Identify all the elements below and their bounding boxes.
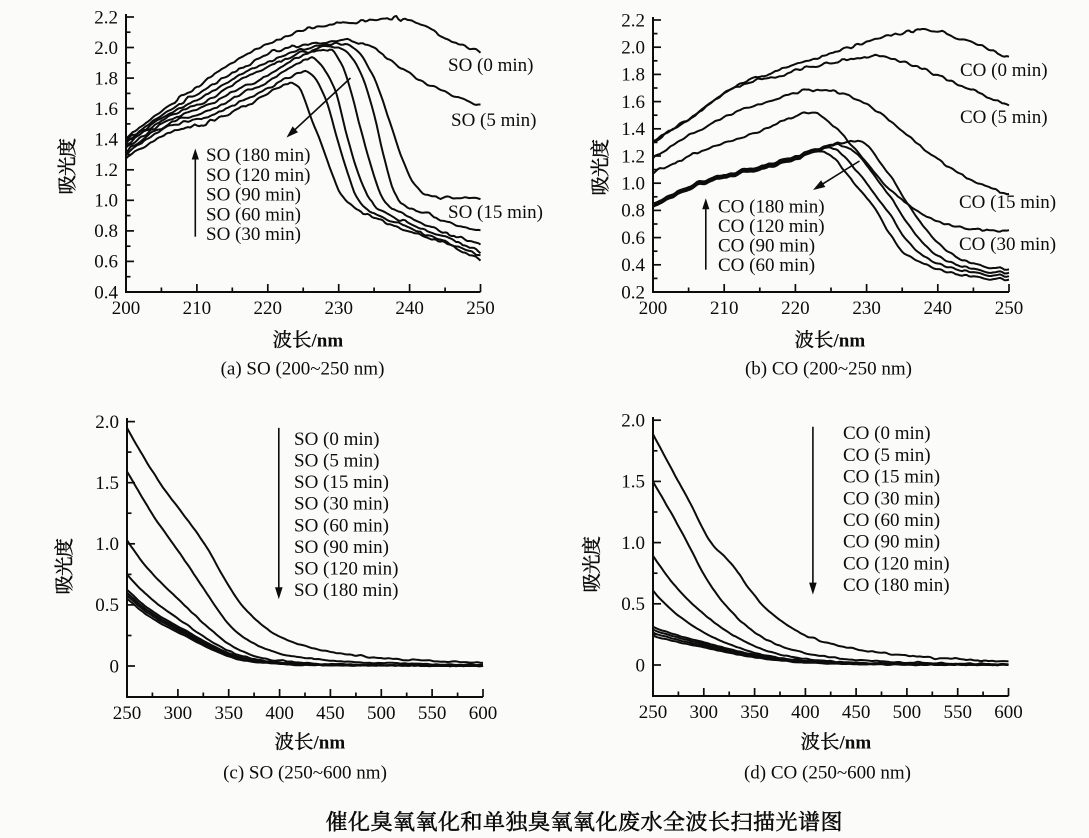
svg-text:1.6: 1.6 bbox=[94, 99, 118, 120]
svg-text:1.4: 1.4 bbox=[94, 130, 118, 151]
svg-text:2.0: 2.0 bbox=[621, 38, 645, 59]
svg-text:SO (90 min): SO (90 min) bbox=[294, 537, 389, 558]
svg-text:(d) CO (250~600 nm): (d) CO (250~600 nm) bbox=[744, 763, 911, 784]
svg-text:CO (120 min): CO (120 min) bbox=[718, 216, 825, 237]
svg-text:SO (30 min): SO (30 min) bbox=[294, 494, 389, 515]
svg-text:200: 200 bbox=[639, 298, 668, 319]
svg-text:210: 210 bbox=[710, 298, 739, 319]
svg-text:550: 550 bbox=[418, 703, 447, 724]
svg-text:/nm: /nm bbox=[833, 331, 866, 352]
svg-text:SO (0 min): SO (0 min) bbox=[294, 429, 380, 450]
svg-text:2.2: 2.2 bbox=[94, 7, 118, 28]
svg-text:2.2: 2.2 bbox=[621, 10, 645, 31]
svg-text:CO (120 min): CO (120 min) bbox=[843, 553, 950, 574]
svg-text:0.8: 0.8 bbox=[621, 201, 645, 222]
svg-text:300: 300 bbox=[690, 702, 719, 723]
svg-text:SO (15 min): SO (15 min) bbox=[448, 202, 543, 223]
svg-text:230: 230 bbox=[852, 298, 881, 319]
svg-text:SO (5 min): SO (5 min) bbox=[294, 451, 380, 472]
svg-text:1.4: 1.4 bbox=[621, 119, 645, 140]
svg-text:200: 200 bbox=[112, 298, 141, 319]
svg-text:1.2: 1.2 bbox=[94, 160, 118, 181]
svg-text:0.2: 0.2 bbox=[621, 282, 645, 303]
svg-text:2.0: 2.0 bbox=[621, 411, 645, 432]
svg-text:(a) SO (200~250 nm): (a) SO (200~250 nm) bbox=[221, 359, 385, 380]
svg-text:500: 500 bbox=[893, 702, 922, 723]
svg-text:1.0: 1.0 bbox=[94, 191, 118, 212]
svg-text:250: 250 bbox=[113, 703, 142, 724]
svg-text:550: 550 bbox=[943, 702, 972, 723]
svg-text:CO (5 min): CO (5 min) bbox=[960, 107, 1048, 128]
svg-text:SO (60 min): SO (60 min) bbox=[206, 204, 301, 225]
svg-text:2.0: 2.0 bbox=[94, 38, 118, 59]
svg-text:CO (180 min): CO (180 min) bbox=[843, 575, 950, 596]
svg-text:250: 250 bbox=[639, 702, 668, 723]
svg-text:CO (15 min): CO (15 min) bbox=[843, 467, 940, 488]
svg-text:220: 220 bbox=[781, 298, 810, 319]
svg-text:300: 300 bbox=[164, 703, 193, 724]
svg-text:1.0: 1.0 bbox=[621, 174, 645, 195]
svg-text:0.4: 0.4 bbox=[621, 255, 645, 276]
svg-text:CO (30 min): CO (30 min) bbox=[959, 234, 1056, 255]
svg-text:(b) CO (200~250 nm): (b) CO (200~250 nm) bbox=[745, 359, 912, 380]
svg-text:0.6: 0.6 bbox=[621, 228, 645, 249]
svg-text:SO (30 min): SO (30 min) bbox=[206, 224, 301, 245]
svg-text:230: 230 bbox=[324, 298, 353, 319]
svg-text:600: 600 bbox=[469, 703, 498, 724]
svg-text:2.0: 2.0 bbox=[95, 412, 119, 433]
svg-text:SO (60 min): SO (60 min) bbox=[294, 515, 389, 536]
svg-text:CO (0 min): CO (0 min) bbox=[960, 60, 1048, 81]
svg-text:SO (0 min): SO (0 min) bbox=[448, 55, 534, 76]
svg-text:SO (5 min): SO (5 min) bbox=[451, 110, 537, 131]
svg-text:400: 400 bbox=[265, 703, 294, 724]
svg-text:450: 450 bbox=[316, 703, 345, 724]
svg-text:SO (120 min): SO (120 min) bbox=[206, 165, 311, 186]
svg-text:1.0: 1.0 bbox=[95, 534, 119, 555]
svg-text:SO (180 min): SO (180 min) bbox=[206, 145, 311, 166]
svg-text:/nm: /nm bbox=[313, 733, 346, 754]
svg-text:/nm: /nm bbox=[311, 331, 344, 352]
svg-text:1.8: 1.8 bbox=[621, 65, 645, 86]
svg-text:(c) SO (250~600 nm): (c) SO (250~600 nm) bbox=[223, 763, 387, 784]
svg-text:CO (90 min): CO (90 min) bbox=[718, 236, 815, 257]
svg-text:250: 250 bbox=[995, 298, 1024, 319]
svg-text:220: 220 bbox=[254, 298, 283, 319]
svg-text:1.6: 1.6 bbox=[621, 92, 645, 113]
svg-text:240: 240 bbox=[924, 298, 953, 319]
svg-text:CO (60 min): CO (60 min) bbox=[718, 255, 815, 276]
svg-text:0.6: 0.6 bbox=[94, 252, 118, 273]
svg-text:0: 0 bbox=[110, 656, 120, 677]
svg-text:SO (180 min): SO (180 min) bbox=[294, 580, 399, 601]
svg-text:400: 400 bbox=[791, 702, 820, 723]
svg-text:1.5: 1.5 bbox=[95, 473, 119, 494]
svg-text:500: 500 bbox=[367, 703, 396, 724]
svg-text:1.2: 1.2 bbox=[621, 146, 645, 167]
svg-text:CO (5 min): CO (5 min) bbox=[843, 445, 931, 466]
svg-text:1.0: 1.0 bbox=[621, 533, 645, 554]
svg-text:0.5: 0.5 bbox=[621, 594, 645, 615]
svg-text:0: 0 bbox=[636, 655, 646, 676]
svg-text:1.5: 1.5 bbox=[621, 472, 645, 493]
svg-text:CO (30 min): CO (30 min) bbox=[843, 488, 940, 509]
svg-text:350: 350 bbox=[740, 702, 769, 723]
svg-text:0.5: 0.5 bbox=[95, 595, 119, 616]
svg-text:CO (60 min): CO (60 min) bbox=[843, 510, 940, 531]
svg-text:/nm: /nm bbox=[839, 733, 872, 754]
svg-text:350: 350 bbox=[214, 703, 243, 724]
svg-text:1.8: 1.8 bbox=[94, 68, 118, 89]
svg-text:CO (15 min): CO (15 min) bbox=[959, 192, 1056, 213]
svg-text:210: 210 bbox=[183, 298, 212, 319]
svg-text:450: 450 bbox=[842, 702, 871, 723]
svg-text:SO (90 min): SO (90 min) bbox=[206, 185, 301, 206]
svg-text:0.8: 0.8 bbox=[94, 221, 118, 242]
svg-text:SO (120 min): SO (120 min) bbox=[294, 559, 399, 580]
svg-text:600: 600 bbox=[994, 702, 1023, 723]
svg-text:CO (0 min): CO (0 min) bbox=[843, 423, 931, 444]
svg-text:250: 250 bbox=[466, 298, 495, 319]
svg-text:CO (90 min): CO (90 min) bbox=[843, 532, 940, 553]
svg-text:CO (180 min): CO (180 min) bbox=[718, 197, 825, 218]
svg-text:0.4: 0.4 bbox=[94, 282, 118, 303]
svg-text:240: 240 bbox=[395, 298, 424, 319]
svg-text:SO (15 min): SO (15 min) bbox=[294, 472, 389, 493]
